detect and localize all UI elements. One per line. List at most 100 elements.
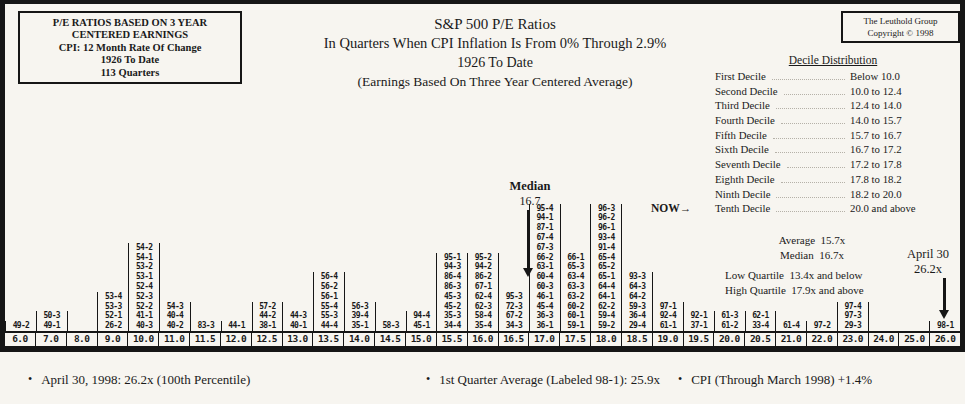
quarter-label: 33-4	[746, 321, 776, 331]
dotted-leader	[776, 108, 845, 109]
decile-range: 17.2 to 17.8	[850, 157, 962, 172]
x-tick: 24.0	[869, 333, 900, 346]
quarter-label: 86-4	[437, 272, 467, 282]
quarter-stack: 44-1	[221, 321, 253, 331]
x-tick: 7.0	[36, 333, 67, 346]
quarter-label: 93-4	[591, 233, 621, 243]
quarter-label: 44-1	[222, 321, 252, 331]
quarter-label: 86-2	[468, 272, 498, 282]
quarter-label: 40-2	[160, 321, 190, 331]
bullet-icon: •	[28, 372, 32, 386]
info-line: 1926 To Date	[23, 54, 237, 66]
histogram-bin-16.5: 95-372-367-234-3	[498, 292, 529, 331]
quarter-stack: 94-445-1	[406, 311, 438, 331]
decile-row: Second Decile10.0 to 12.4	[715, 84, 962, 99]
quarter-label: 29-4	[622, 321, 652, 331]
decile-row: First DecileBelow 10.0	[715, 69, 962, 84]
decile-panel: Decile Distribution First DecileBelow 10…	[715, 54, 962, 216]
histogram-bin-12.5: 57-244-238-1	[252, 302, 283, 331]
x-tick: 20.0	[714, 333, 745, 346]
decile-label: Sixth Decile	[715, 142, 769, 157]
histogram-bin-22.0: 97-2	[806, 321, 837, 331]
x-tick: 9.0	[98, 333, 129, 346]
quarter-label: 45-4	[530, 302, 560, 312]
x-axis: 6.07.08.09.010.011.011.512.012.513.013.5…	[5, 331, 960, 346]
histogram-bin-13.5: 56-456-256-155-455-344-4	[313, 272, 344, 331]
quarter-stack: 50-349-1	[36, 311, 68, 331]
x-tick: 19.0	[653, 333, 684, 346]
histogram-bin-18.5: 93-364-364-259-336-429-4	[621, 272, 652, 331]
quarter-label: 61-1	[653, 321, 683, 331]
quarter-label: 36-4	[622, 311, 652, 321]
quarter-stack: 66-165-363-463-363-260-260-159-1	[560, 253, 592, 331]
quarter-label: 93-3	[622, 272, 652, 282]
quarter-label: 64-2	[622, 292, 652, 302]
x-tick: 22.0	[807, 333, 838, 346]
x-tick: 11.0	[159, 333, 190, 346]
quarter-label: 65-1	[591, 272, 621, 282]
decile-row: Fifth Decile15.7 to 16.7	[715, 128, 962, 143]
histogram-bin-11.5: 83-3	[190, 321, 221, 331]
quarter-label: 65-3	[561, 262, 591, 272]
quarter-label: 59-1	[561, 321, 591, 331]
quarter-stack: 53-453-352-126-2	[97, 292, 129, 331]
quarter-label: 36-1	[530, 321, 560, 331]
quarter-label: 61-4	[776, 321, 806, 331]
decile-label: Seventh Decile	[715, 157, 781, 172]
histogram-bin-10.0: 54-254-153-253-152-452-352-241-140-3	[128, 243, 159, 331]
quarter-label: 94-4	[407, 311, 437, 321]
histogram-bin-16.0: 95-294-286-267-162-462-358-435-4	[467, 253, 498, 331]
decile-row: Eighth Decile17.8 to 18.2	[715, 172, 962, 187]
info-line: P/E RATIOS BASED ON 3 YEAR	[23, 17, 237, 29]
x-tick: 26.0	[930, 333, 960, 346]
footnote-text: April 30, 1998: 26.2x (100th Percentile)	[41, 372, 250, 387]
quarter-stack: 54-340-440-2	[159, 302, 191, 331]
x-tick: 15.0	[406, 333, 437, 346]
decile-label: First Decile	[715, 69, 766, 84]
histogram-bin-6.0: 49-2	[5, 321, 36, 331]
quarter-label: 45-1	[407, 321, 437, 331]
quarter-label: 91-4	[591, 243, 621, 253]
quarter-stack: 97-192-461-1	[652, 302, 684, 331]
quarter-label: 35-4	[468, 321, 498, 331]
x-tick: 18.0	[591, 333, 622, 346]
title-line-1: S&P 500 P/E Ratios	[245, 15, 745, 34]
histogram-bins: 49-250-349-1 53-453-352-126-254-254-153-2…	[5, 204, 960, 331]
dotted-leader	[775, 152, 845, 153]
decile-label: Ninth Decile	[715, 187, 770, 202]
quarter-stack: 93-364-364-259-336-429-4	[621, 272, 653, 331]
quarter-label: 53-3	[98, 302, 128, 312]
histogram-bin-13.0: 44-340-1	[282, 311, 313, 331]
quarter-label: 67-2	[499, 311, 529, 321]
quarter-stack: 56-339-435-1	[344, 302, 376, 331]
quarter-label: 44-2	[253, 311, 283, 321]
quarter-label: 96-1	[591, 223, 621, 233]
histogram-bin-20.5: 62-133-4	[745, 311, 776, 331]
quarter-label: 57-2	[253, 302, 283, 312]
histogram-bin-19.5: 92-137-1	[683, 311, 714, 331]
quarter-label: 63-2	[561, 292, 591, 302]
quarter-label: 67-4	[530, 233, 560, 243]
quarter-stack: 44-340-1	[282, 311, 314, 331]
dotted-leader	[787, 167, 845, 168]
quarter-label: 62-1	[746, 311, 776, 321]
quarter-stack: 54-254-153-253-152-452-352-241-140-3	[128, 243, 160, 331]
dotted-leader	[781, 123, 845, 124]
footnote-item: •CPI (Through March 1998) +1.4%	[678, 372, 872, 388]
quarter-label: 60-4	[530, 272, 560, 282]
x-tick: 17.0	[529, 333, 560, 346]
histogram-bin-26.0: 98-1	[929, 321, 960, 331]
quarter-label: 37-1	[684, 321, 714, 331]
x-tick: 13.5	[313, 333, 344, 346]
decile-label: Fourth Decile	[715, 113, 775, 128]
decile-row: Seventh Decile 17.2 to 17.8	[715, 157, 962, 172]
copyright-line: Copyright © 1998	[844, 28, 957, 40]
decile-range: 15.7 to 16.7	[850, 128, 962, 143]
decile-label: Eighth Decile	[715, 172, 775, 187]
quarter-label: 34-3	[499, 321, 529, 331]
quarter-label: 66-2	[530, 253, 560, 263]
quarter-label: 53-2	[129, 262, 159, 272]
quarter-label: 96-2	[591, 213, 621, 223]
decile-rows: First DecileBelow 10.0Second Decile10.0 …	[715, 69, 962, 216]
quarter-stack: 98-1	[929, 321, 961, 331]
